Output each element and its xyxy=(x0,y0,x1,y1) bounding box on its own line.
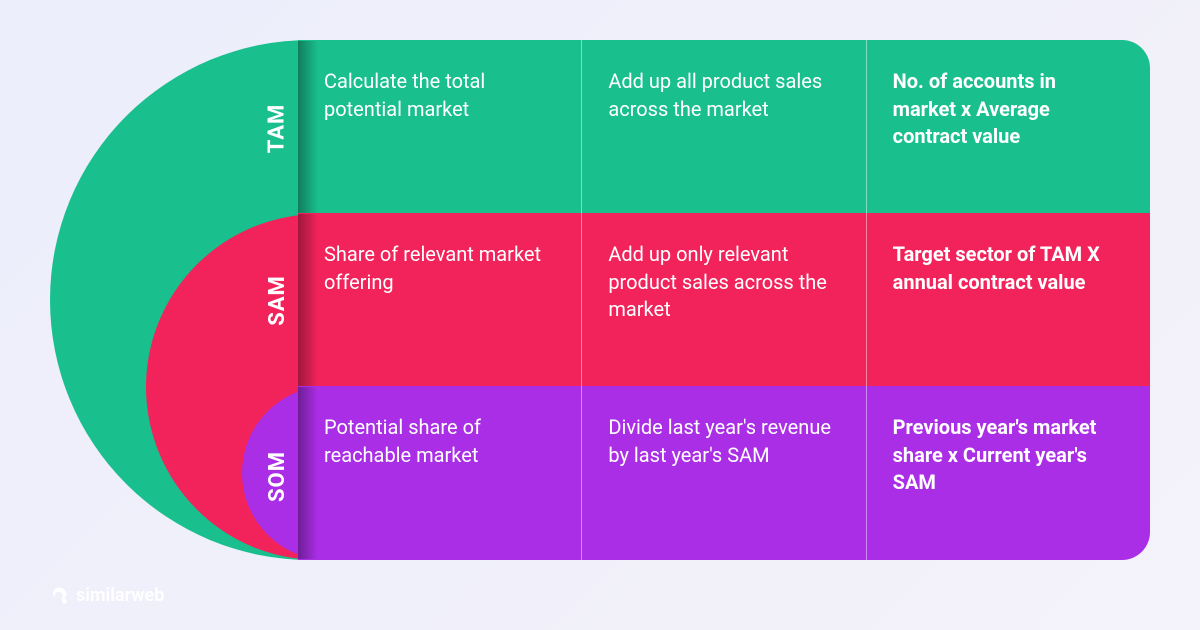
tam-sam-som-diagram: Calculate the total potential market Add… xyxy=(50,40,1150,560)
cell-sam-2: Target sector of TAM X annual contract v… xyxy=(867,213,1150,386)
cell-som-0: Potential share of reachable market xyxy=(298,386,582,560)
cell-tam-1: Add up all product sales across the mark… xyxy=(582,40,866,213)
similarweb-icon xyxy=(50,586,70,606)
cell-som-2: Previous year's market share x Current y… xyxy=(867,386,1150,560)
row-tam: Calculate the total potential market Add… xyxy=(298,40,1150,213)
row-sam: Share of relevant market offering Add up… xyxy=(298,213,1150,386)
brand-name: similarweb xyxy=(76,585,164,606)
cell-tam-2: No. of accounts in market x Average cont… xyxy=(867,40,1150,213)
cell-som-1: Divide last year's revenue by last year'… xyxy=(582,386,866,560)
cell-tam-0: Calculate the total potential market xyxy=(298,40,582,213)
cell-sam-0: Share of relevant market offering xyxy=(298,213,582,386)
brand-logo: similarweb xyxy=(50,585,164,606)
cell-sam-1: Add up only relevant product sales acros… xyxy=(582,213,866,386)
label-som: SOM xyxy=(265,451,290,502)
row-som: Potential share of reachable market Divi… xyxy=(298,386,1150,560)
label-tam: TAM xyxy=(264,104,289,154)
label-sam: SAM xyxy=(265,275,290,326)
